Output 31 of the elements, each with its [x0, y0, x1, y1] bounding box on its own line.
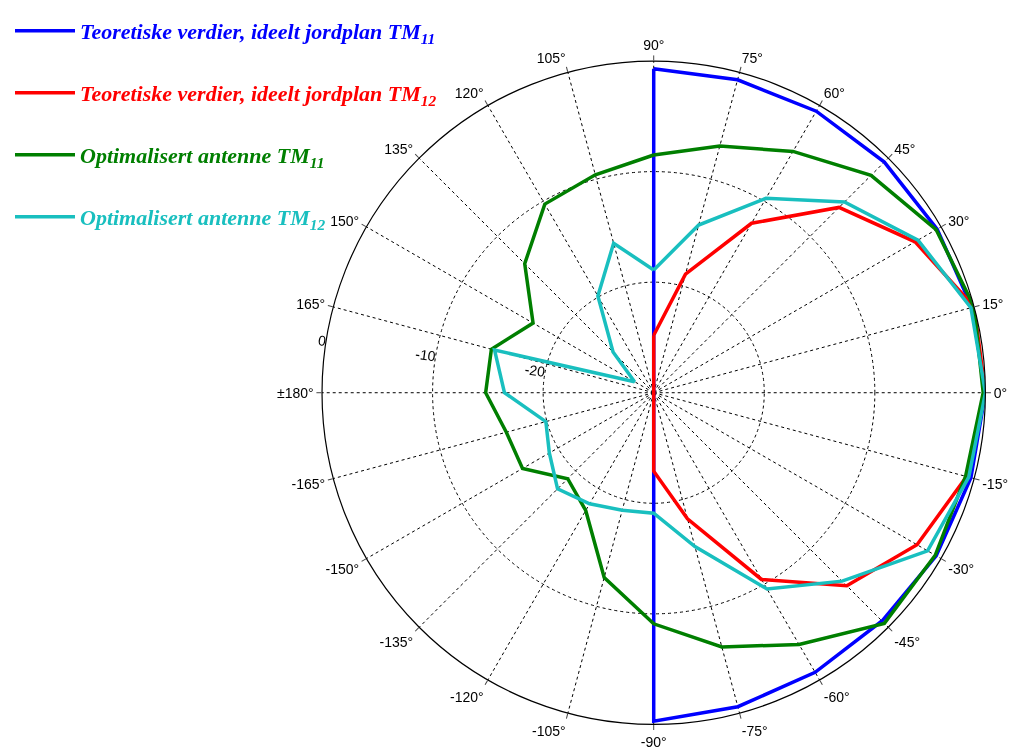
- spoke-label: 75°: [741, 49, 763, 66]
- spoke-label: -105°: [532, 723, 566, 740]
- spoke-label: -60°: [823, 688, 850, 705]
- spoke-label: 150°: [330, 212, 360, 229]
- legend-label: Optimalisert antenne TM$_{11}$: [80, 143, 325, 171]
- y-tick-label: -20: [523, 361, 547, 380]
- spoke-label: 90°: [643, 36, 665, 53]
- spoke-label: -15°: [982, 476, 1009, 493]
- legend-label: Teoretiske verdier, ideelt jordplan TM$_{11}$: [80, 19, 436, 47]
- y-tick-label: -10: [414, 345, 437, 365]
- spoke-label: -90°: [640, 733, 667, 749]
- spoke-label: -30°: [948, 561, 975, 578]
- spoke-label: 60°: [823, 85, 845, 102]
- spoke-label: 120°: [454, 85, 484, 102]
- spoke-label: -135°: [379, 633, 414, 650]
- spoke-label: 30°: [948, 212, 970, 229]
- spoke-label: 105°: [536, 49, 566, 66]
- y-tick-label: 0: [317, 332, 328, 350]
- spoke-label: -45°: [894, 633, 921, 650]
- spoke-label: 135°: [384, 140, 414, 157]
- spoke-label: 165°: [296, 295, 326, 312]
- spoke-label: -75°: [741, 723, 768, 740]
- spoke-label: 45°: [894, 140, 916, 157]
- spoke-label: -150°: [325, 561, 360, 578]
- spoke-label: ±180°: [276, 384, 314, 401]
- legend-label: Teoretiske verdier, ideelt jordplan TM$_{12}$: [80, 81, 437, 109]
- spoke-label: -165°: [291, 476, 326, 493]
- spoke-label: 0°: [993, 384, 1008, 401]
- legend-label: Optimalisert antenne TM$_{12}$: [80, 205, 326, 233]
- spoke-label: -120°: [450, 688, 484, 705]
- spoke-label: 15°: [982, 295, 1004, 312]
